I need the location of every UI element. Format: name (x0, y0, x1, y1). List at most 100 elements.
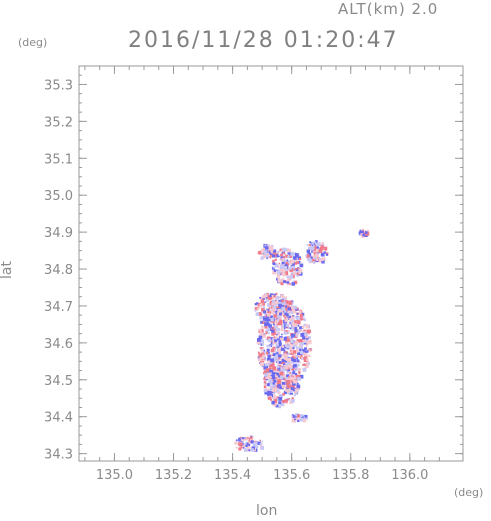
heatmap-cell (302, 316, 305, 319)
heatmap-cell (266, 362, 268, 365)
heatmap-cell (281, 400, 284, 403)
heatmap-cell (277, 375, 281, 379)
heatmap-cell (291, 333, 295, 338)
heatmap-cell (258, 353, 263, 358)
heatmap-cell (296, 312, 299, 315)
heatmap-cell (306, 256, 311, 261)
heatmap-cell (306, 254, 310, 258)
heatmap-cell (283, 379, 287, 383)
heatmap-cell (276, 333, 278, 336)
heatmap-cell (296, 268, 299, 271)
heatmap-cell (288, 252, 291, 255)
heatmap-cell (295, 390, 298, 393)
heatmap-cell (318, 249, 323, 253)
heatmap-cell (290, 371, 293, 374)
heatmap-cell (301, 325, 305, 329)
heatmap-cell (280, 337, 284, 341)
heatmap-cell (287, 361, 291, 366)
heatmap-cell (277, 308, 282, 313)
heatmap-cell (277, 359, 280, 362)
heatmap-cell (302, 367, 307, 372)
heatmap-cell (296, 331, 300, 334)
heatmap-cell (283, 338, 286, 340)
heatmap-cell (245, 444, 248, 448)
heatmap-cell (263, 366, 267, 370)
heatmap-cell (278, 401, 282, 405)
heatmap-cell (250, 448, 255, 452)
heatmap-cell (304, 347, 307, 351)
heatmap-cell (246, 442, 251, 447)
heatmap-cell (293, 369, 297, 373)
heatmap-cell (284, 365, 289, 370)
heatmap-cell (272, 372, 277, 377)
heatmap-cell (257, 338, 261, 342)
heatmap-cell (306, 249, 311, 253)
heatmap-cell (261, 307, 265, 312)
heatmap-cell (278, 395, 282, 399)
chart-title-timestamp: 2016/11/28 01:20:47 (128, 28, 399, 53)
heatmap-cell (283, 255, 286, 258)
heatmap-cell (284, 310, 287, 313)
heatmap-cell (265, 376, 268, 379)
heatmap-cell (286, 275, 290, 279)
heatmap-cell (308, 258, 313, 263)
heatmap-cell (259, 347, 262, 349)
heatmap-cell (258, 335, 263, 340)
heatmap-cell (266, 388, 270, 392)
heatmap-cell (295, 328, 300, 333)
heatmap-cell (299, 262, 302, 265)
x-tick-label: 135.2 (155, 468, 192, 483)
heatmap-cell (298, 371, 301, 374)
heatmap-cell (265, 329, 269, 333)
heatmap-cell (306, 361, 309, 364)
x-tick-label: 136.0 (391, 468, 428, 483)
heatmap-cell (311, 242, 316, 247)
x-tick-label: 135.8 (332, 468, 369, 483)
heatmap-cell (282, 392, 286, 396)
heatmap-cell (297, 352, 300, 355)
heatmap-cell (293, 363, 297, 368)
heatmap-cell (290, 252, 295, 257)
y-tick-label: 34.3 (44, 448, 73, 463)
heatmap-cell (258, 331, 260, 333)
heatmap-cell (293, 305, 297, 310)
axis-tick-labels: 135.0 135.2 135.4 135.6 135.8 136.0 34.3 34.4 34… (44, 78, 428, 483)
heatmap-cell (312, 258, 316, 262)
heatmap-cell (299, 310, 302, 314)
heatmap-cell (270, 348, 275, 353)
heatmap-cell (292, 256, 297, 260)
heatmap-cell (267, 360, 271, 363)
heatmap-cell (291, 366, 295, 371)
heatmap-cell (277, 354, 282, 358)
heatmap-cell (272, 262, 275, 265)
heatmap-cell (290, 390, 293, 393)
heatmap-cell (264, 370, 267, 374)
heatmap-cell (362, 234, 365, 237)
heatmap-cell (291, 282, 295, 286)
heatmap-cell (263, 349, 266, 352)
heatmap-cell (295, 417, 298, 421)
heatmap-cell (271, 303, 275, 306)
heatmap-cell (266, 256, 269, 259)
heatmap-cell (299, 258, 302, 261)
heatmap-cell (293, 323, 297, 327)
heatmap-cell (252, 444, 257, 448)
heatmap-cell (272, 340, 277, 345)
heatmap-cell (273, 332, 277, 335)
heatmap-cell (276, 352, 279, 355)
heatmap-cell (277, 383, 281, 387)
heatmap-cell (267, 331, 270, 335)
heatmap-cell (276, 361, 278, 363)
heatmap-cell (298, 268, 303, 273)
heatmap-cell (266, 348, 270, 352)
heatmap-cell (287, 252, 290, 255)
heatmap-cell (280, 253, 283, 257)
heatmap-cell (277, 380, 281, 385)
heatmap-cell (294, 418, 296, 421)
heatmap-cell (279, 264, 284, 269)
heatmap-cell (284, 356, 288, 360)
heatmap-cell (268, 324, 272, 328)
heatmap-cell (315, 248, 320, 253)
heatmap-cell (280, 380, 283, 383)
